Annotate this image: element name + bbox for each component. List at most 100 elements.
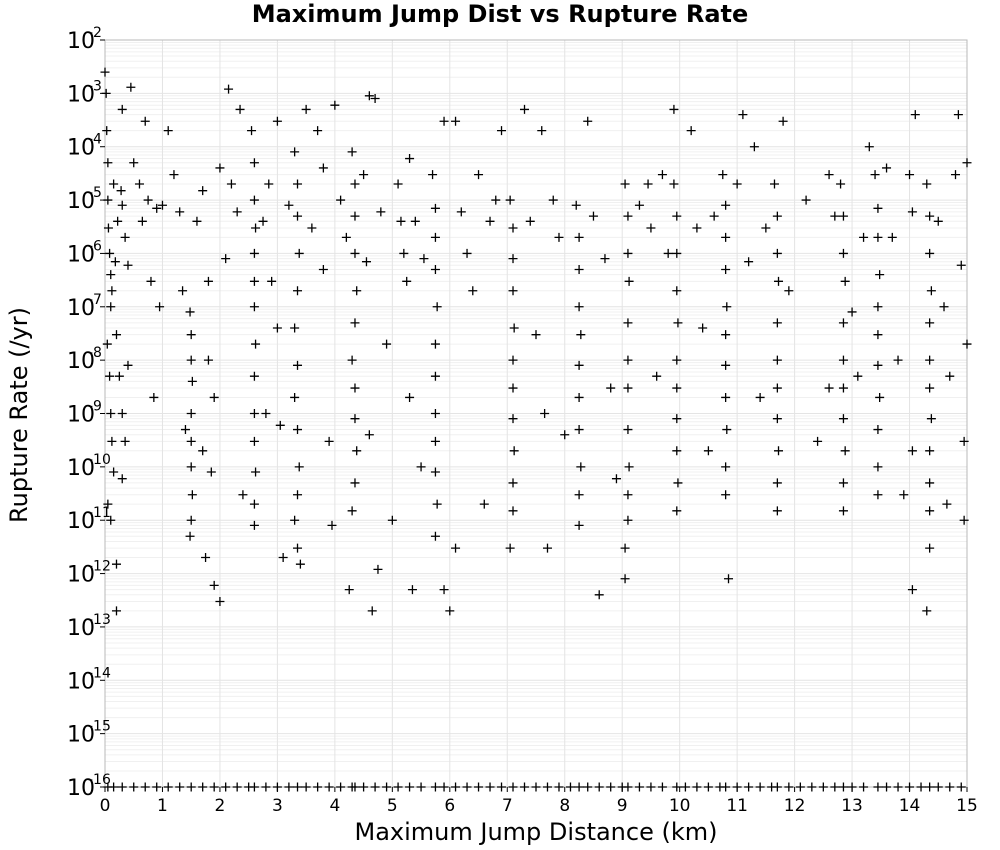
floor-data-point (474, 782, 484, 792)
data-point (838, 478, 848, 488)
data-point (137, 216, 147, 226)
x-tick-label: 1 (157, 796, 168, 816)
data-point (520, 104, 530, 114)
data-point (209, 580, 219, 590)
data-point (672, 286, 682, 296)
y-tick-exponent: -8 (88, 345, 102, 361)
data-point (290, 147, 300, 157)
y-tick-label: 10-4 (67, 132, 102, 161)
y-tick-exponent: -12 (88, 559, 111, 575)
data-point (560, 430, 570, 440)
data-point (419, 254, 429, 264)
data-point (295, 559, 305, 569)
data-point (761, 223, 771, 233)
data-point (439, 585, 449, 595)
data-point (249, 158, 259, 168)
data-point (344, 585, 354, 595)
data-point (284, 200, 294, 210)
data-point (624, 462, 634, 472)
floor-data-point (916, 782, 926, 792)
data-point (836, 179, 846, 189)
data-point (509, 446, 519, 456)
data-point (910, 110, 920, 120)
data-point (959, 436, 969, 446)
data-point (169, 170, 179, 180)
data-point (249, 436, 259, 446)
floor-data-point (209, 782, 219, 792)
y-tick-label: 10-6 (67, 238, 102, 267)
data-point (215, 163, 225, 173)
data-point (105, 248, 115, 258)
data-point (249, 371, 259, 381)
floor-data-point (554, 782, 564, 792)
data-point (134, 179, 144, 189)
floor-data-point (261, 782, 271, 792)
data-point (540, 409, 550, 418)
floor-data-point (350, 782, 360, 792)
data-point (672, 211, 682, 221)
data-point (352, 286, 362, 296)
data-point (755, 392, 765, 402)
data-point (623, 355, 633, 365)
data-point (611, 474, 621, 484)
floor-data-point (574, 782, 584, 792)
floor-data-point (416, 782, 426, 792)
data-point (272, 116, 282, 126)
y-tick-label: 10-13 (67, 612, 111, 641)
y-tick-label: 10-7 (67, 292, 102, 321)
floor-data-point (744, 782, 754, 792)
data-point (198, 186, 208, 196)
data-point (749, 142, 759, 152)
data-point (926, 286, 936, 296)
data-point (672, 355, 682, 365)
data-point (318, 264, 328, 274)
data-point (186, 355, 196, 365)
y-tick-label: 10-10 (67, 452, 111, 481)
data-point (350, 211, 360, 221)
y-tick-exponent: -2 (88, 25, 102, 41)
data-point (324, 436, 334, 446)
data-point (542, 543, 552, 553)
data-point (813, 436, 823, 446)
data-point (106, 270, 116, 280)
x-tick-label: 3 (272, 796, 283, 816)
data-point (732, 179, 742, 189)
floor-data-point (232, 782, 242, 792)
x-tick-label: 9 (617, 796, 628, 816)
data-point (347, 355, 357, 365)
data-point (249, 248, 259, 258)
data-point (925, 446, 935, 456)
y-tick-exponent: -5 (88, 185, 102, 201)
data-point (838, 506, 848, 516)
data-point (180, 425, 190, 435)
data-point (186, 462, 196, 472)
data-point (594, 590, 604, 600)
data-point (873, 302, 883, 312)
data-point (925, 355, 935, 365)
data-point (772, 383, 782, 393)
data-point (445, 606, 455, 616)
data-point (428, 170, 438, 180)
data-point (574, 425, 584, 435)
data-point (251, 467, 261, 477)
data-point (508, 478, 518, 488)
data-point (451, 543, 461, 553)
data-point (350, 179, 360, 189)
x-tick-label: 12 (784, 796, 806, 816)
data-point (669, 179, 679, 189)
floor-data-point (109, 782, 119, 792)
floor-data-point (198, 782, 208, 792)
data-point (123, 360, 133, 370)
data-point (784, 286, 794, 296)
data-point (571, 200, 581, 210)
data-point (853, 371, 863, 381)
data-point (643, 179, 653, 189)
data-point (505, 195, 515, 205)
data-point (600, 254, 610, 264)
floor-data-point (594, 782, 604, 792)
data-point (830, 211, 840, 221)
data-point (474, 170, 484, 180)
data-point (491, 195, 501, 205)
floor-data-point (830, 782, 840, 792)
x-axis-ticks: 0 1 2 3 4 5 6 7 8 9 10 11 12 13 14 15 (100, 787, 978, 816)
